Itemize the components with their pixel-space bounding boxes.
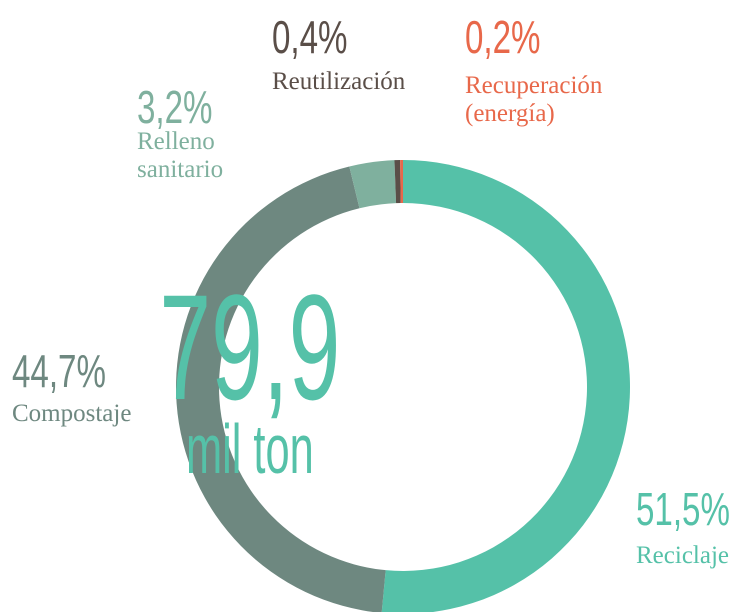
donut-segment bbox=[394, 160, 401, 204]
category-label: Reutilización bbox=[272, 68, 406, 95]
category-label: Relleno sanitario bbox=[137, 128, 224, 183]
category-label: Compostaje bbox=[12, 400, 132, 427]
center-unit: mil ton bbox=[185, 410, 314, 488]
donut-segment bbox=[381, 160, 630, 612]
value-label: 0,4% bbox=[272, 11, 348, 63]
category-label: Reciclaje bbox=[636, 542, 729, 569]
value-label: 0,2% bbox=[465, 11, 541, 63]
center-value: 79,9 bbox=[159, 263, 341, 431]
donut-segment bbox=[400, 160, 403, 204]
value-label: 44,7% bbox=[12, 345, 106, 397]
value-label: 51,5% bbox=[636, 483, 730, 535]
donut-segment bbox=[349, 160, 397, 209]
category-label: Recuperación (energía) bbox=[465, 72, 603, 127]
value-label: 3,2% bbox=[137, 81, 213, 133]
donut-segment bbox=[176, 166, 386, 612]
